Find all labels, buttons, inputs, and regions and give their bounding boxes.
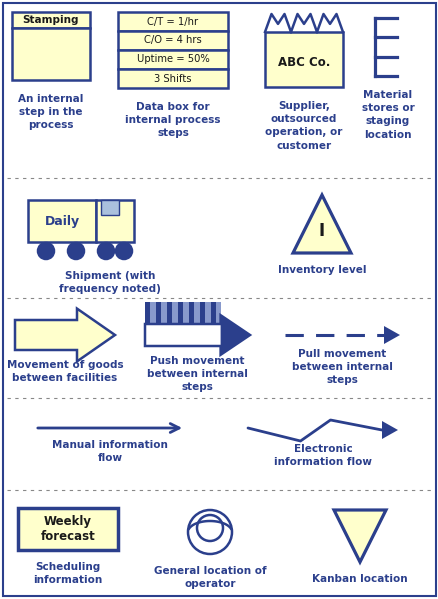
Text: Daily: Daily: [44, 214, 79, 228]
FancyBboxPatch shape: [265, 32, 342, 87]
Text: Manual information
flow: Manual information flow: [52, 440, 168, 463]
FancyBboxPatch shape: [183, 302, 189, 324]
Text: Data box for
internal process
steps: Data box for internal process steps: [125, 102, 220, 138]
Text: General location of
operator: General location of operator: [153, 566, 266, 589]
Text: I: I: [318, 222, 324, 240]
Text: An internal
step in the
process: An internal step in the process: [18, 94, 84, 131]
FancyBboxPatch shape: [150, 302, 155, 324]
FancyBboxPatch shape: [28, 200, 96, 242]
Circle shape: [98, 243, 114, 259]
Text: Uptime = 50%: Uptime = 50%: [136, 55, 209, 65]
Text: ABC Co.: ABC Co.: [277, 56, 329, 69]
FancyBboxPatch shape: [194, 302, 200, 324]
FancyBboxPatch shape: [96, 200, 134, 242]
Polygon shape: [383, 326, 399, 344]
Text: Material
stores or
staging
location: Material stores or staging location: [361, 90, 413, 140]
Circle shape: [38, 243, 54, 259]
Text: Inventory level: Inventory level: [277, 265, 365, 275]
Polygon shape: [381, 421, 397, 439]
Polygon shape: [292, 195, 350, 253]
FancyBboxPatch shape: [155, 302, 161, 324]
Text: Scheduling
information: Scheduling information: [33, 562, 102, 585]
Polygon shape: [15, 308, 115, 361]
Text: Movement of goods
between facilities: Movement of goods between facilities: [7, 360, 123, 383]
FancyBboxPatch shape: [118, 31, 227, 50]
FancyBboxPatch shape: [205, 302, 211, 324]
FancyBboxPatch shape: [166, 302, 172, 324]
FancyBboxPatch shape: [101, 200, 119, 215]
FancyBboxPatch shape: [161, 302, 166, 324]
Polygon shape: [333, 510, 385, 562]
Text: 3 Shifts: 3 Shifts: [154, 74, 191, 83]
FancyBboxPatch shape: [189, 302, 194, 324]
FancyBboxPatch shape: [18, 508, 118, 550]
FancyBboxPatch shape: [118, 50, 227, 69]
Text: Shipment (with
frequency noted): Shipment (with frequency noted): [59, 271, 161, 294]
Text: Kanban location: Kanban location: [311, 574, 407, 584]
Text: Stamping: Stamping: [23, 15, 79, 25]
Text: C/O = 4 hrs: C/O = 4 hrs: [144, 35, 201, 46]
Circle shape: [68, 243, 84, 259]
Text: Push movement
between internal
steps: Push movement between internal steps: [147, 356, 247, 392]
FancyBboxPatch shape: [12, 12, 90, 28]
Text: Weekly
forecast: Weekly forecast: [41, 515, 95, 543]
Text: Supplier,
outsourced
operation, or
customer: Supplier, outsourced operation, or custo…: [265, 101, 342, 150]
FancyBboxPatch shape: [145, 302, 150, 324]
FancyBboxPatch shape: [118, 12, 227, 31]
FancyBboxPatch shape: [118, 69, 227, 88]
Text: C/T = 1/hr: C/T = 1/hr: [147, 17, 198, 26]
Text: Pull movement
between internal
steps: Pull movement between internal steps: [291, 349, 392, 385]
FancyBboxPatch shape: [172, 302, 177, 324]
Circle shape: [116, 243, 132, 259]
FancyBboxPatch shape: [216, 302, 220, 324]
FancyBboxPatch shape: [177, 302, 183, 324]
FancyBboxPatch shape: [12, 28, 90, 80]
Polygon shape: [220, 315, 249, 355]
FancyBboxPatch shape: [211, 302, 216, 324]
Text: Electronic
information flow: Electronic information flow: [273, 444, 371, 467]
FancyBboxPatch shape: [200, 302, 205, 324]
